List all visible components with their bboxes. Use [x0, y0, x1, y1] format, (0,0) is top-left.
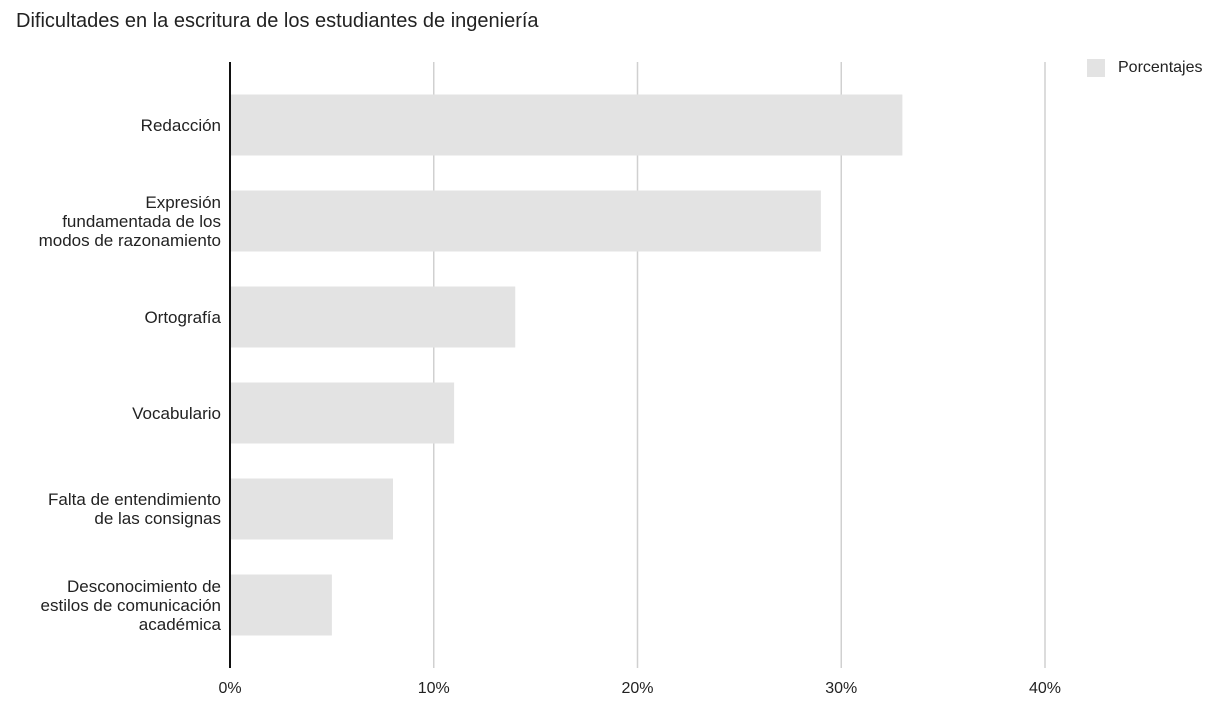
category-label-line: fundamentada de los — [62, 211, 221, 231]
bar-1 — [230, 190, 821, 252]
category-label-3: Vocabulario — [132, 404, 221, 423]
legend: Porcentajes — [1087, 59, 1203, 77]
category-label-line: Expresión — [145, 192, 221, 212]
category-label-line: académica — [138, 614, 221, 634]
x-tick-label-0: 0% — [218, 680, 242, 697]
legend-label: Porcentajes — [1118, 59, 1203, 76]
legend-swatch — [1087, 59, 1105, 77]
category-label-5: Desconocimiento de estilos de comunicació… — [41, 577, 221, 634]
x-tick-label-4: 40% — [1028, 680, 1062, 697]
category-label-4: Falta de entendimiento de las consignas — [48, 490, 221, 528]
x-tick-label-3: 30% — [825, 680, 858, 697]
chart-title: Dificultades en la escritura de los estu… — [16, 10, 539, 32]
category-label-line: Vocabulario — [132, 403, 221, 423]
x-tick-label-1: 10% — [417, 680, 450, 697]
category-label-line: Redacción — [140, 115, 221, 135]
bar-2 — [230, 286, 516, 348]
bar-5 — [230, 574, 332, 636]
x-tick-label-2: 20% — [621, 680, 654, 697]
category-label-1: Expresión fundamentada de los modos de raz… — [39, 193, 221, 250]
category-label-2: Ortografía — [144, 308, 221, 327]
category-label-line: Desconocimiento de — [66, 576, 221, 596]
bar-3 — [230, 382, 455, 444]
category-label-line: modos de razonamiento — [38, 230, 221, 250]
bar-4 — [230, 478, 393, 540]
category-label-0: Redacción — [141, 116, 221, 135]
category-label-line: Ortografía — [144, 307, 221, 327]
category-label-line: de las consignas — [94, 509, 221, 528]
category-label-line: estilos de comunicación — [40, 595, 221, 615]
bar-0 — [230, 94, 903, 156]
category-label-line: Falta de entendimiento — [48, 490, 221, 509]
